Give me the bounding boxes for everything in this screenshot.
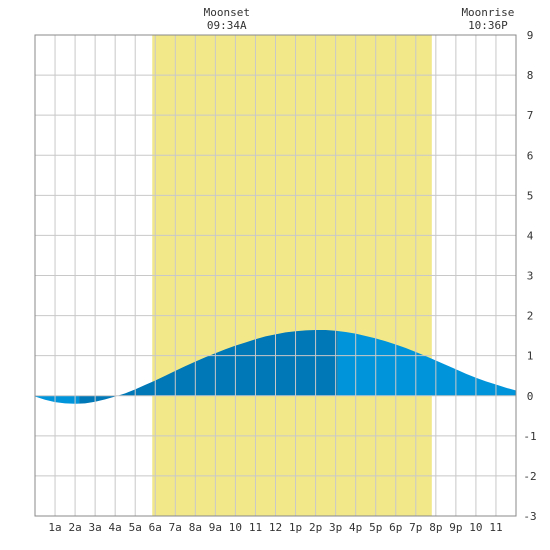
y-tick-label: -1: [523, 430, 536, 443]
x-tick-label: 11: [249, 521, 262, 534]
x-tick-label: 2a: [68, 521, 81, 534]
plot-frame: [34, 34, 517, 517]
x-tick-label: 5a: [129, 521, 142, 534]
x-tick-label: 6a: [149, 521, 162, 534]
y-tick-label: 3: [527, 270, 534, 283]
y-tick-label: 6: [527, 149, 534, 162]
x-tick-label: 3a: [89, 521, 102, 534]
tide-segment: [79, 330, 338, 404]
x-axis-tick-labels: 1a 2a 3a 4a 5a 6a 7a 8a 9a 10 11 12 1p 2p 3p 4p 5p 6p 7p 8p…: [48, 521, 502, 534]
y-axis-tick-labels: 9 8 7 6 5 4 3 2 1 0 -1 -2 -3: [523, 29, 536, 523]
tide-segment: [35, 395, 80, 404]
x-tick-label: 5p: [369, 521, 382, 534]
x-tick-label: 12: [269, 521, 282, 534]
moon-event-time: 09:34A: [207, 19, 247, 32]
x-tick-label: 9p: [449, 521, 462, 534]
x-tick-label: 1p: [289, 521, 302, 534]
x-tick-label: 11: [489, 521, 502, 534]
moon-event-label: Moonset: [204, 6, 250, 19]
x-tick-label: 10: [229, 521, 242, 534]
moon-event-label: Moonrise: [461, 6, 514, 19]
y-tick-label: 7: [527, 109, 534, 122]
tide-segment: [337, 331, 516, 396]
y-tick-label: -2: [523, 470, 536, 483]
x-tick-label: 1a: [48, 521, 61, 534]
y-tick-label: 0: [527, 390, 534, 403]
x-tick-label: 7p: [409, 521, 422, 534]
tide-area: [35, 330, 516, 404]
grid-lines: [35, 35, 516, 516]
y-tick-label: 8: [527, 69, 534, 82]
y-tick-label: 1: [527, 350, 534, 363]
x-tick-label: 4p: [349, 521, 362, 534]
y-tick-label: 4: [527, 229, 534, 242]
x-tick-label: 7a: [169, 521, 182, 534]
y-tick-label: 9: [527, 29, 534, 42]
moon-event-time: 10:36P: [468, 19, 508, 32]
x-tick-label: 3p: [329, 521, 342, 534]
x-tick-label: 4a: [109, 521, 122, 534]
x-tick-label: 2p: [309, 521, 322, 534]
y-tick-label: -3: [523, 510, 536, 523]
x-tick-label: 8a: [189, 521, 202, 534]
y-tick-label: 2: [527, 310, 534, 323]
x-tick-label: 10: [469, 521, 482, 534]
x-tick-label: 6p: [389, 521, 402, 534]
y-tick-label: 5: [527, 189, 534, 202]
x-tick-label: 8p: [429, 521, 442, 534]
x-tick-label: 9a: [209, 521, 222, 534]
